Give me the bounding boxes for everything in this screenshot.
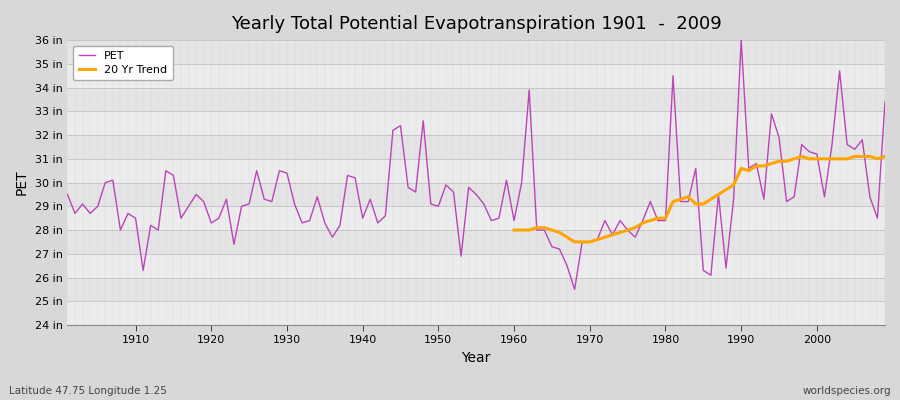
20 Yr Trend [698,202,708,206]
20 Yr Trend [569,240,580,244]
20 Yr Trend [743,168,754,173]
20 Yr Trend [834,156,845,161]
20 Yr Trend [819,156,830,161]
20 Yr Trend [615,230,626,235]
Bar [68,278,885,301]
20 Yr Trend [630,225,641,230]
20 Yr Trend [850,154,860,159]
20 Yr Trend [622,228,633,232]
20 Yr Trend [562,235,572,240]
20 Yr Trend [812,156,823,161]
20 Yr Trend [584,240,595,244]
PET [736,38,747,42]
Bar [68,88,885,111]
PET [501,178,512,182]
20 Yr Trend [508,228,519,232]
Line: 20 Yr Trend: 20 Yr Trend [514,156,885,242]
Line: PET: PET [68,40,885,290]
20 Yr Trend [577,240,588,244]
Text: worldspecies.org: worldspecies.org [803,386,891,396]
20 Yr Trend [645,218,656,223]
20 Yr Trend [721,187,732,192]
Bar [68,254,885,278]
PET [62,192,73,197]
20 Yr Trend [751,164,761,168]
PET [879,100,890,104]
Legend: PET, 20 Yr Trend: PET, 20 Yr Trend [73,46,173,80]
20 Yr Trend [804,156,814,161]
20 Yr Trend [608,232,618,237]
Title: Yearly Total Potential Evapotranspiration 1901  -  2009: Yearly Total Potential Evapotranspiratio… [230,15,722,33]
20 Yr Trend [706,197,716,202]
Bar [68,64,885,88]
Bar [68,230,885,254]
PET [508,218,519,223]
Text: Latitude 47.75 Longitude 1.25: Latitude 47.75 Longitude 1.25 [9,386,166,396]
20 Yr Trend [766,161,777,166]
Y-axis label: PET: PET [15,170,29,195]
20 Yr Trend [826,156,837,161]
20 Yr Trend [517,228,527,232]
Bar [68,40,885,64]
X-axis label: Year: Year [462,351,490,365]
20 Yr Trend [788,156,799,161]
20 Yr Trend [637,220,648,225]
PET [122,211,133,216]
20 Yr Trend [759,164,769,168]
PET [335,223,346,228]
20 Yr Trend [690,202,701,206]
20 Yr Trend [857,154,868,159]
20 Yr Trend [660,216,670,220]
PET [608,232,618,237]
20 Yr Trend [774,159,785,164]
Bar [68,301,885,325]
20 Yr Trend [546,228,557,232]
20 Yr Trend [683,194,694,199]
20 Yr Trend [675,197,686,202]
20 Yr Trend [652,216,663,220]
PET [569,287,580,292]
Bar [68,206,885,230]
20 Yr Trend [592,237,603,242]
20 Yr Trend [879,154,890,159]
20 Yr Trend [736,166,747,171]
Bar [68,182,885,206]
PET [289,202,300,206]
Bar [68,111,885,135]
20 Yr Trend [524,228,535,232]
20 Yr Trend [713,192,724,197]
20 Yr Trend [796,154,807,159]
20 Yr Trend [599,235,610,240]
20 Yr Trend [554,230,565,235]
20 Yr Trend [872,156,883,161]
20 Yr Trend [531,225,542,230]
20 Yr Trend [865,154,876,159]
Bar [68,159,885,182]
20 Yr Trend [539,225,550,230]
Bar [68,135,885,159]
20 Yr Trend [842,156,852,161]
20 Yr Trend [781,159,792,164]
20 Yr Trend [668,199,679,204]
20 Yr Trend [728,182,739,187]
